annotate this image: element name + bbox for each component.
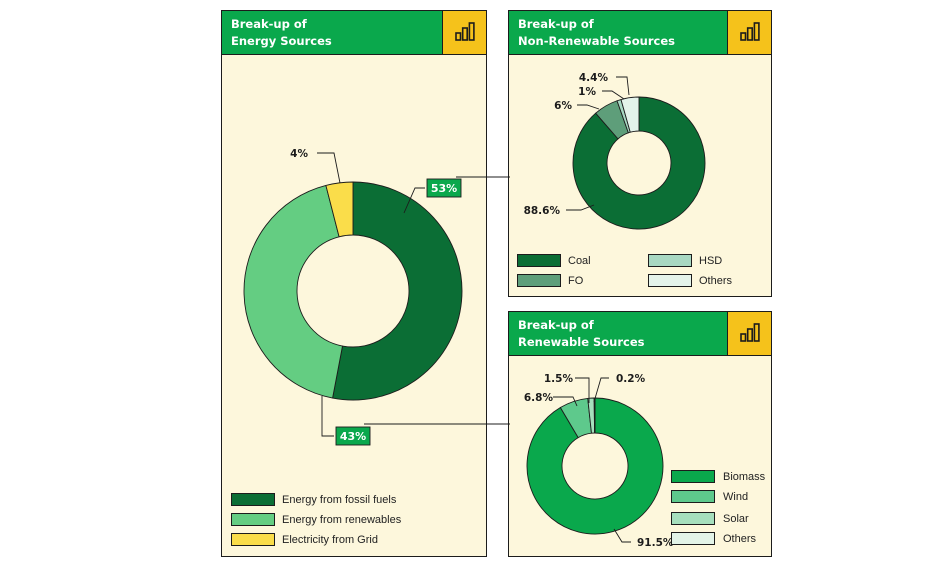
callout-line-ren-biomass [613,528,631,543]
bar-chart-icon [727,312,771,355]
callout-line-ren-solar [575,377,590,403]
donut-slice-nonren-others [620,96,640,133]
data-label-nonren-others: 4.4% [579,72,609,84]
data-label-nonren-fo: 6% [554,100,572,112]
callout-line-nonren-others [616,76,630,96]
non-renewable-panel-title: Break-up of Non-Renewable Sources [518,17,675,48]
legend-swatch-others-nonren [648,274,692,287]
data-label-ren-solar: 1.5% [544,373,574,385]
renewable-donut-chart: 91.5% 6.8% 1.5% 0.2% [524,373,674,549]
donut-slice-ren-biomass [526,397,664,535]
data-label-ren-wind: 6.8% [524,392,554,404]
legend-label-coal: Coal [568,255,591,267]
data-label-badge-energy-energy-from-fossil-fuels [426,178,462,198]
legend-label-solar: Solar [723,513,749,525]
non-renewable-donut-chart: 88.6% 6% 1% 4.4% [524,72,706,230]
donut-slice-ren-others [593,397,596,434]
non-renewable-sources-panel: Break-up of Non-Renewable Sources 88.6% 6… [508,10,772,297]
data-label-ren-biomass: 91.5% [637,537,674,549]
legend-label-others-ren: Others [723,533,757,545]
legend-label-biomass: Biomass [723,471,766,483]
bar-chart-icon [727,11,771,54]
donut-slice-energy-energy-from-renewables [243,184,343,399]
data-label-energy-electricity-from-grid: 4% [290,148,308,160]
legend-swatch-fossil [231,493,275,506]
data-label-energy-energy-from-renewables: 43% [340,430,366,443]
callout-line-ren-others [593,377,609,403]
callout-line-nonren-coal [566,204,595,211]
callout-line-energy-energy-from-renewables [321,396,334,437]
renewable-panel-title: Break-up of Renewable Sources [518,318,645,349]
legend-label-others-nonren: Others [699,275,733,287]
legend-label-grid: Electricity from Grid [282,534,378,546]
renewable-sources-panel: Break-up of Renewable Sources 91.5% 6.8% 1… [508,311,772,557]
callout-line-nonren-hsd [602,90,625,100]
donut-slice-energy-energy-from-fossil-fuels [332,181,463,401]
legend-swatch-wind [671,490,715,503]
callout-line-energy-electricity-from-grid [317,152,341,184]
data-label-ren-others: 0.2% [616,373,646,385]
legend-swatch-coal [517,254,561,267]
legend-swatch-grid [231,533,275,546]
energy-panel-header: Break-up of Energy Sources [222,11,486,55]
energy-sources-donut-chart: 53% 43% 4% [243,148,463,446]
energy-panel-title: Break-up of Energy Sources [231,17,332,48]
data-label-nonren-hsd: 1% [578,86,596,98]
legend-swatch-renewables [231,513,275,526]
legend-swatch-biomass [671,470,715,483]
donut-slice-nonren-coal [572,96,706,230]
legend-label-hsd: HSD [699,255,723,267]
legend-swatch-solar [671,512,715,525]
callout-line-nonren-fo [577,104,600,110]
donut-slice-energy-electricity-from-grid [325,181,354,238]
legend-label-fo: FO [568,275,584,287]
data-label-nonren-coal: 88.6% [524,205,561,217]
data-label-energy-energy-from-fossil-fuels: 53% [431,182,457,195]
legend-swatch-fo [517,274,561,287]
energy-sources-panel: Break-up of Energy Sources 53% 43% 4% Ener… [221,10,487,557]
non-renewable-panel-header: Break-up of Non-Renewable Sources [509,11,771,55]
renewable-panel-header: Break-up of Renewable Sources [509,312,771,356]
legend-label-wind: Wind [723,491,749,503]
legend-label-renewables: Energy from renewables [282,514,402,526]
data-label-badge-energy-energy-from-renewables [335,426,371,446]
bar-chart-icon [442,11,486,54]
callout-line-energy-energy-from-fossil-fuels [403,187,425,214]
legend-swatch-others-ren [671,532,715,545]
legend-label-fossil: Energy from fossil fuels [282,494,397,506]
legend-swatch-hsd [648,254,692,267]
callout-line-ren-wind [553,396,578,407]
